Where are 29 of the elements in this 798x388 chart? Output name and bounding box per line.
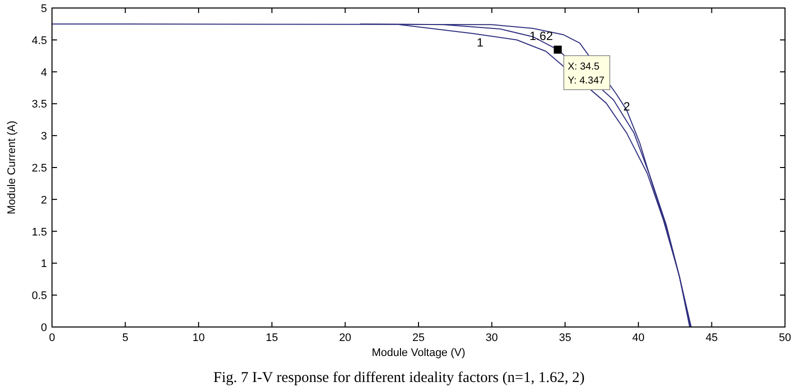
x-tick-label: 35 xyxy=(558,332,572,344)
x-tick-label: 20 xyxy=(339,332,352,344)
y-tick-label: 0 xyxy=(40,322,47,334)
y-tick-label: 2.5 xyxy=(32,162,47,174)
annotation: 1 xyxy=(476,36,484,50)
annotation: X: 34.5 Y: 4.347 xyxy=(568,62,605,87)
x-tick-label: 50 xyxy=(778,332,792,344)
y-tick-label: 0.5 xyxy=(32,290,47,302)
y-tick-label: 3 xyxy=(40,130,47,143)
x-tick-label: 45 xyxy=(706,332,718,344)
x-tick-label: 10 xyxy=(192,332,205,344)
annotation: 2 xyxy=(623,99,630,114)
x-tick-label: 15 xyxy=(266,332,278,344)
x-tick-label: 0 xyxy=(48,332,56,344)
y-tick-label: 5 xyxy=(40,3,47,15)
y-tick-label: 2 xyxy=(40,194,47,206)
y-tick-label: 1 xyxy=(40,258,47,270)
x-tick-label: 25 xyxy=(412,332,425,344)
x-tick-label: 40 xyxy=(632,332,645,344)
x-tick-label: 30 xyxy=(486,332,498,344)
annotation: 1.62 xyxy=(530,29,554,44)
x-axis-title: Module Voltage (V) xyxy=(372,347,466,359)
text: Fig. 7 I-V response for different ideality factors (n=1, 1.62, 2) xyxy=(213,370,585,386)
y-tick-label: 4.5 xyxy=(32,34,47,47)
x-tick-label: 5 xyxy=(122,332,128,344)
y-tick-label: 1.5 xyxy=(32,226,47,238)
y-axis-title: Module Current (A) xyxy=(6,120,18,214)
y-tick-label: 3.5 xyxy=(32,98,47,111)
y-tick-label: 4 xyxy=(40,66,47,79)
